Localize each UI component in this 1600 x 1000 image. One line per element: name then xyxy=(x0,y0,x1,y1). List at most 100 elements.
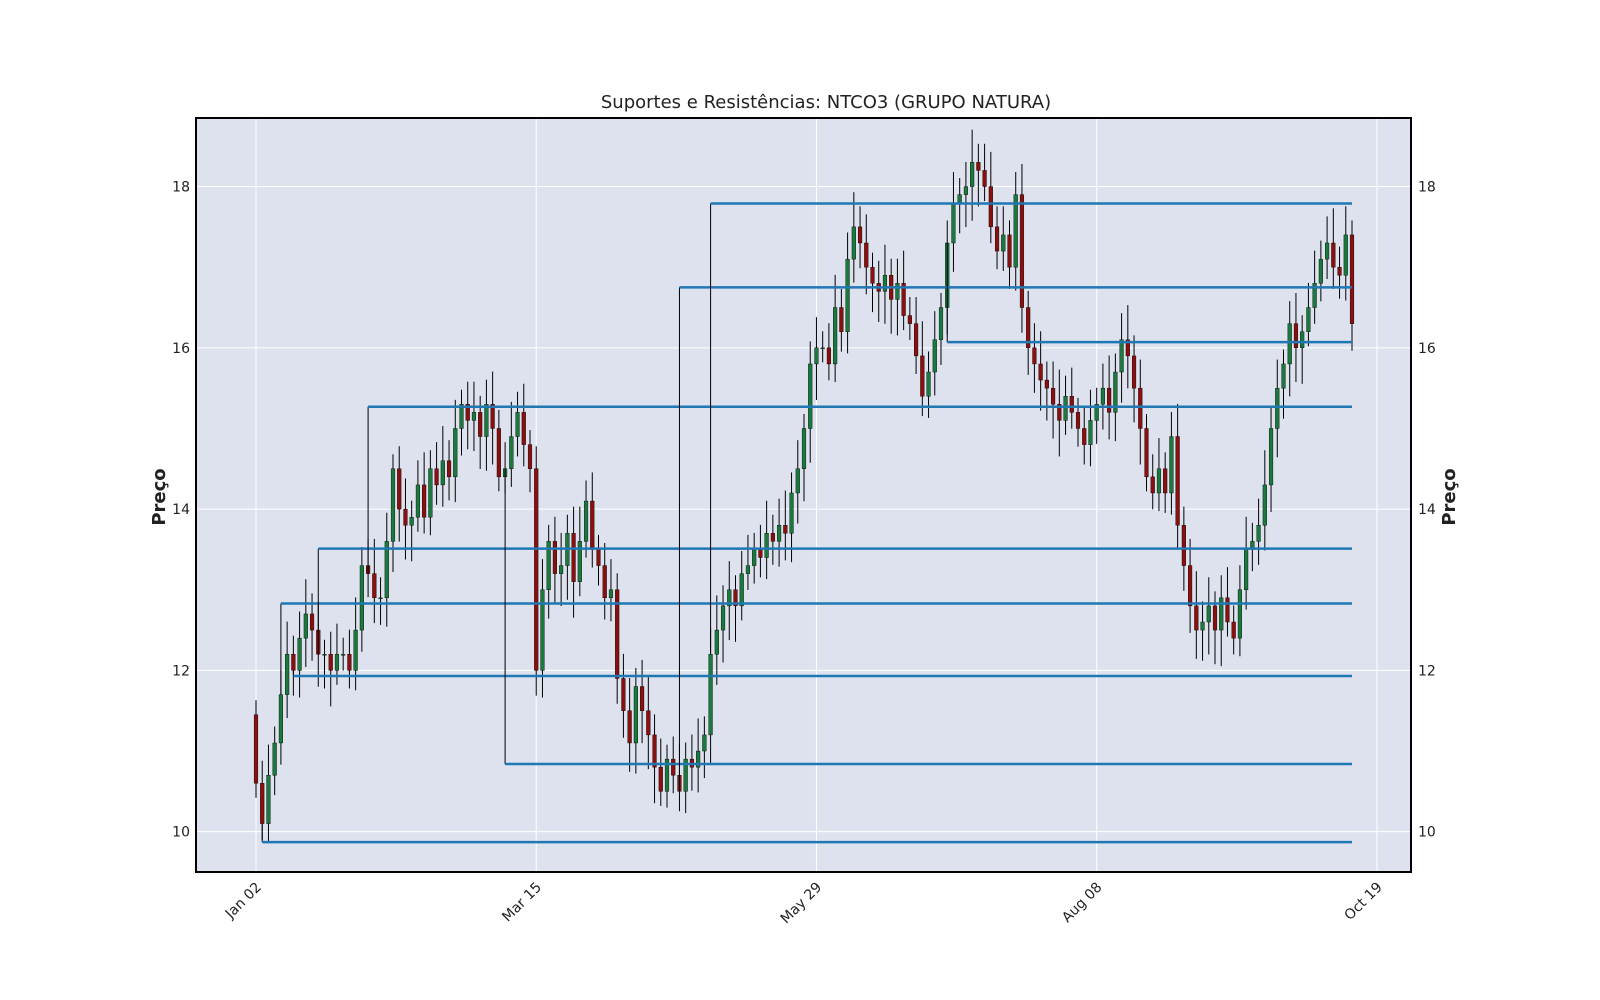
candle-body-142 xyxy=(1138,387,1143,429)
candle-body-48 xyxy=(552,541,557,574)
candle-body-26 xyxy=(415,484,420,518)
candle-body-91 xyxy=(820,347,825,350)
candle-body-99 xyxy=(870,266,875,284)
candle-body-27 xyxy=(422,484,427,518)
candle-body-96 xyxy=(851,226,856,260)
candle-body-116 xyxy=(976,162,981,171)
candle-body-38 xyxy=(490,404,495,429)
candle-body-16 xyxy=(353,629,358,671)
y-tick-label-right-0: 10 xyxy=(1418,825,1436,841)
candle-body-141 xyxy=(1131,355,1137,389)
candle-body-9 xyxy=(309,613,315,631)
y-tick-label-left-4: 18 xyxy=(172,180,190,196)
candle-body-74 xyxy=(714,629,719,655)
candle-body-152 xyxy=(1200,621,1205,631)
candle-body-29 xyxy=(434,468,439,486)
candle-body-92 xyxy=(826,347,831,365)
candle-body-7 xyxy=(297,637,302,671)
candle-body-172 xyxy=(1325,242,1330,260)
y-tick-label-left-1: 12 xyxy=(172,663,190,679)
candle-body-112 xyxy=(951,202,956,244)
candle-body-51 xyxy=(571,533,576,582)
chart-title: Suportes e Resistências: NTCO3 (GRUPO NA… xyxy=(600,92,1052,113)
candle-body-57 xyxy=(608,589,614,599)
candle-body-154 xyxy=(1212,605,1218,631)
candle-body-150 xyxy=(1188,565,1193,607)
candle-body-33 xyxy=(459,404,464,429)
candle-body-121 xyxy=(1007,234,1012,268)
candle-body-147 xyxy=(1169,436,1174,494)
candle-body-67 xyxy=(671,758,676,776)
candle-body-110 xyxy=(938,307,944,340)
candle-body-176 xyxy=(1349,234,1355,324)
candle-body-4 xyxy=(278,694,283,744)
candle-body-83 xyxy=(770,533,775,542)
candle-body-76 xyxy=(727,589,732,607)
candle-body-72 xyxy=(702,734,707,752)
candle-body-69 xyxy=(683,758,688,792)
candle-body-133 xyxy=(1082,428,1087,445)
candle-body-129 xyxy=(1057,404,1062,421)
candle-body-28 xyxy=(428,468,433,518)
candle-body-15 xyxy=(347,654,352,671)
candle-body-168 xyxy=(1300,331,1305,349)
candle-body-134 xyxy=(1088,420,1093,445)
candle-body-73 xyxy=(708,654,713,736)
candle-body-86 xyxy=(789,492,794,534)
candle-body-23 xyxy=(397,468,402,510)
candle-body-170 xyxy=(1312,283,1317,308)
candle-body-19 xyxy=(372,573,377,599)
candle-body-120 xyxy=(1001,234,1006,252)
y-tick-label-right-4: 18 xyxy=(1418,180,1436,196)
plot-frame xyxy=(195,117,1412,873)
candle-body-138 xyxy=(1113,371,1118,413)
candle-body-155 xyxy=(1219,597,1224,631)
candle-body-98 xyxy=(864,242,869,268)
y-axis-right: 10 12 14 16 18 xyxy=(1418,180,1436,841)
candle-body-108 xyxy=(926,371,931,397)
candle-body-45 xyxy=(534,468,539,671)
candle-body-64 xyxy=(652,734,657,768)
candle-body-113 xyxy=(957,194,962,203)
candle-body-157 xyxy=(1231,621,1236,639)
candle-body-117 xyxy=(982,170,987,187)
candle-body-94 xyxy=(839,307,844,332)
y-tick-label-right-3: 16 xyxy=(1418,341,1436,357)
y-tick-label-left-0: 10 xyxy=(172,825,190,841)
candle-body-146 xyxy=(1163,468,1168,494)
x-axis: Jan 02 Mar 15 May 29 Aug 08 Oct 19 xyxy=(222,880,1386,928)
candle-body-156 xyxy=(1225,597,1230,623)
x-tick-label-2: May 29 xyxy=(778,880,826,928)
candle-body-82 xyxy=(764,533,769,558)
candle-body-77 xyxy=(733,589,738,607)
candle-body-11 xyxy=(322,654,327,656)
candle-body-95 xyxy=(845,258,850,332)
candle-body-6 xyxy=(291,654,296,671)
candle-body-58 xyxy=(615,589,620,679)
candle-body-106 xyxy=(914,323,919,357)
candle-body-130 xyxy=(1063,396,1068,421)
candle-body-107 xyxy=(920,355,925,397)
candle-body-127 xyxy=(1044,379,1049,389)
candle-body-103 xyxy=(895,283,900,300)
candle-body-80 xyxy=(752,549,757,566)
y-axis-label-right: Preço xyxy=(1439,468,1460,525)
candle-body-56 xyxy=(602,565,607,599)
candle-body-54 xyxy=(590,500,595,550)
candle-body-36 xyxy=(478,412,483,437)
y-axis-left: 10 12 14 16 18 xyxy=(172,180,190,841)
candle-body-39 xyxy=(496,428,501,478)
candle-body-59 xyxy=(621,678,626,711)
candle-body-71 xyxy=(696,750,701,768)
x-tick-label-4: Oct 19 xyxy=(1342,880,1386,924)
candle-body-60 xyxy=(627,710,632,744)
candle-body-66 xyxy=(664,758,670,792)
candle-body-145 xyxy=(1156,468,1162,494)
candle-body-62 xyxy=(640,686,645,711)
support-resistance-lines xyxy=(261,202,1352,844)
candle-body-90 xyxy=(814,347,819,365)
candle-body-97 xyxy=(857,226,863,244)
candle-body-37 xyxy=(484,404,489,437)
candle-body-166 xyxy=(1287,323,1292,365)
candle-body-0 xyxy=(253,714,259,784)
